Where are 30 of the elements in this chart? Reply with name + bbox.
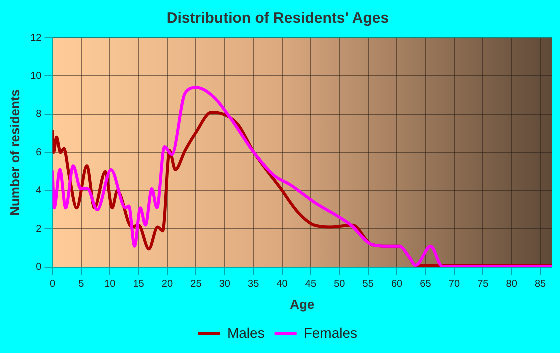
y-tick-label: 2 [36, 224, 42, 235]
x-tick-label: 5 [78, 279, 85, 290]
x-tick-label: 75 [478, 279, 490, 290]
x-tick-label: 55 [362, 279, 374, 290]
y-tick-label: 4 [36, 186, 42, 197]
x-tick-label: 30 [219, 279, 231, 290]
x-tick-label: 65 [420, 279, 432, 290]
x-tick-label: 0 [50, 279, 56, 290]
x-tick-label: 40 [276, 279, 288, 290]
x-axis-title: Age [290, 296, 315, 312]
x-tick-label: 50 [334, 279, 346, 290]
x-tick-label: 70 [448, 279, 460, 290]
x-tick-label: 60 [391, 279, 404, 290]
y-tick-label: 12 [30, 32, 42, 44]
x-tick-label: 80 [506, 279, 518, 290]
y-axis-title: Number of residents [7, 89, 22, 216]
y-tick-label: 0 [36, 262, 42, 274]
chart-title: Distribution of Residents' Ages [166, 10, 390, 28]
x-tick-label: 45 [305, 279, 317, 290]
x-tick-label: 25 [190, 279, 202, 290]
y-tick-label: 8 [36, 109, 42, 120]
x-tick-label: 85 [534, 279, 547, 290]
y-tick-label: 10 [30, 70, 42, 82]
y-tick-label: 6 [36, 147, 42, 158]
x-tick-label: 15 [133, 279, 145, 290]
x-tick-label: 20 [162, 279, 174, 290]
legend-label: Males [227, 324, 265, 341]
x-tick-label: 10 [104, 279, 116, 290]
legend-label: Females [304, 324, 358, 341]
x-tick-label: 35 [248, 279, 260, 290]
